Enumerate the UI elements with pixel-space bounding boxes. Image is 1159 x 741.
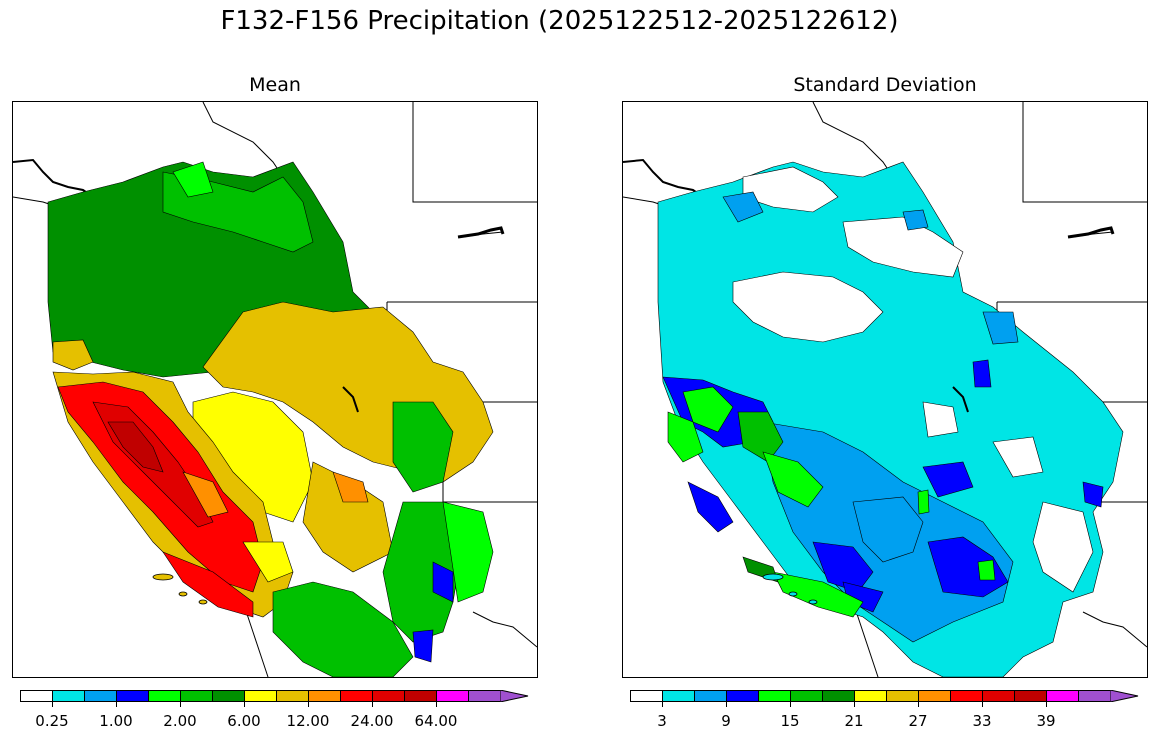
mean-colorbar-swatch-6: [180, 690, 213, 702]
mean-colorbar-swatch-9: [276, 690, 309, 702]
mean-colorbar-swatch-15: [468, 690, 501, 702]
stddev-colorbar-swatch-5: [758, 690, 791, 702]
mean-tick-label: 0.25: [35, 712, 69, 730]
mean-tick-label: 12.00: [286, 712, 330, 730]
mean-tick-label: 6.00: [227, 712, 261, 730]
mean-map: [12, 101, 538, 678]
stddev-colorbar-swatch-9: [886, 690, 919, 702]
mean-tick-label: 64.00: [414, 712, 458, 730]
mean-colorbar-swatch-10: [308, 690, 341, 702]
stddev-colorbar: [630, 690, 1139, 702]
stddev-tick-label: 27: [908, 712, 928, 730]
mean-tick: [372, 702, 373, 707]
stddev-tick: [854, 702, 855, 707]
stddev-colorbar-swatch-15: [1078, 690, 1111, 702]
stddev-colorbar-swatch-4: [726, 690, 759, 702]
mean-tick: [116, 702, 117, 707]
stddev-panel-title: Standard Deviation: [793, 74, 977, 96]
stddev-tick-label: 15: [780, 712, 800, 730]
figure-title: F132-F156 Precipitation (2025122512-2025…: [220, 6, 899, 36]
mean-colorbar-swatch-5: [148, 690, 181, 702]
stddev-colorbar-swatch-1: [630, 690, 663, 702]
mean-colorbar-swatch-14: [436, 690, 469, 702]
stddev-map-graphic: [623, 102, 1147, 677]
stddev-tick: [790, 702, 791, 707]
stddev-map: [622, 101, 1148, 678]
stddev-tick: [982, 702, 983, 707]
stddev-tick-label: 3: [657, 712, 667, 730]
stddev-tick: [662, 702, 663, 707]
stddev-colorbar-swatch-2: [662, 690, 695, 702]
stddev-colorbar-extend-arrow: [1110, 690, 1139, 702]
mean-colorbar-swatch-3: [84, 690, 117, 702]
stddev-colorbar-swatch-11: [950, 690, 983, 702]
mean-tick: [52, 702, 53, 707]
mean-colorbar-swatch-13: [404, 690, 437, 702]
mean-tick-label: 1.00: [99, 712, 133, 730]
mean-colorbar-swatch-11: [340, 690, 373, 702]
mean-colorbar-swatch-12: [372, 690, 405, 702]
mean-tick: [308, 702, 309, 707]
stddev-tick-label: 9: [721, 712, 731, 730]
mean-colorbar-swatch-7: [212, 690, 245, 702]
stddev-colorbar-swatch-3: [694, 690, 727, 702]
stddev-colorbar-swatch-6: [790, 690, 823, 702]
mean-colorbar-swatch-1: [20, 690, 53, 702]
mean-tick-label: 2.00: [163, 712, 197, 730]
stddev-tick: [1046, 702, 1047, 707]
stddev-tick: [726, 702, 727, 707]
stddev-tick-label: 39: [1036, 712, 1056, 730]
mean-tick-label: 24.00: [350, 712, 394, 730]
mean-colorbar-swatch-8: [244, 690, 277, 702]
stddev-colorbar-swatch-8: [854, 690, 887, 702]
stddev-tick: [918, 702, 919, 707]
mean-tick: [436, 702, 437, 707]
stddev-tick-label: 21: [844, 712, 864, 730]
stddev-colorbar-swatch-13: [1014, 690, 1047, 702]
mean-colorbar-swatch-2: [52, 690, 85, 702]
stddev-colorbar-swatch-10: [918, 690, 951, 702]
stddev-colorbar-swatch-7: [822, 690, 855, 702]
mean-tick: [244, 702, 245, 707]
mean-colorbar: [20, 690, 529, 702]
mean-map-graphic: [13, 102, 537, 677]
mean-tick: [180, 702, 181, 707]
mean-colorbar-extend-arrow: [500, 690, 529, 702]
mean-panel-title: Mean: [249, 74, 301, 96]
stddev-colorbar-swatch-14: [1046, 690, 1079, 702]
stddev-colorbar-swatch-12: [982, 690, 1015, 702]
stddev-tick-label: 33: [972, 712, 992, 730]
mean-colorbar-swatch-4: [116, 690, 149, 702]
